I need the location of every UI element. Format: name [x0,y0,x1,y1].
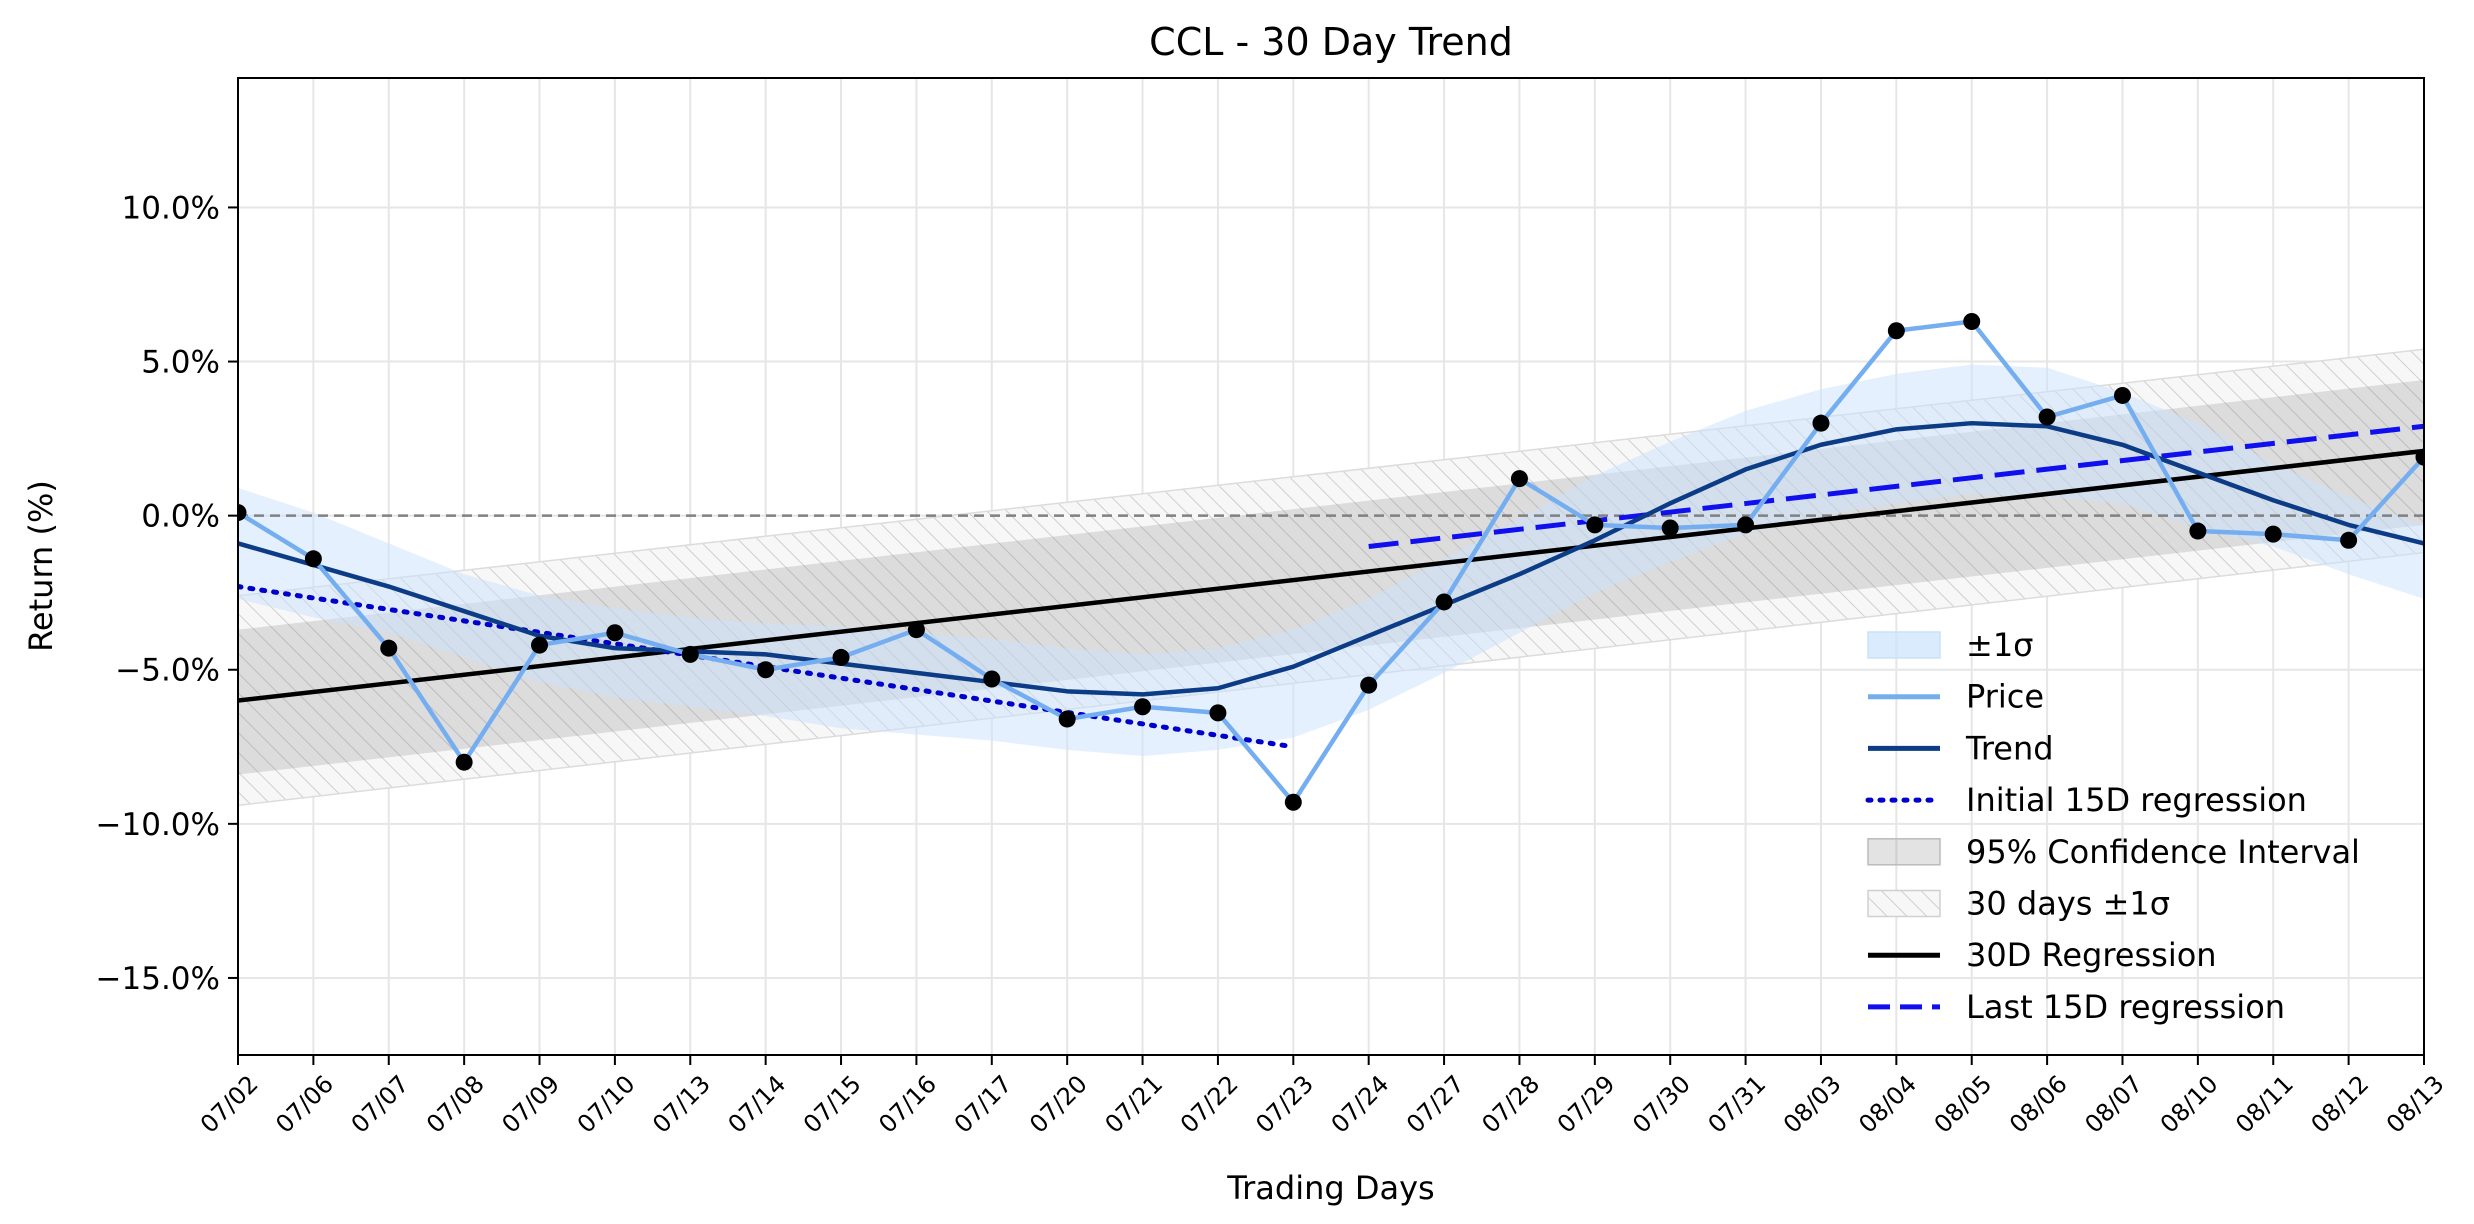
x-tick-label: 07/23 [1250,1070,1319,1139]
x-tick-label: 08/03 [1778,1070,1847,1139]
price-point [455,753,473,771]
x-tick-label: 07/13 [647,1070,716,1139]
x-tick-label: 07/27 [1401,1070,1470,1139]
y-tick-label: 5.0% [141,345,220,381]
x-tick-label: 08/06 [2004,1070,2073,1139]
initial-15d-regression-line [238,584,1296,750]
price-point [1586,516,1604,534]
price-point [2113,386,2131,404]
x-tick-label: 07/07 [346,1070,415,1139]
x-tick-label: 07/21 [1100,1070,1169,1139]
legend-label-regression-30d: 30D Regression [1966,936,2217,974]
price-point [1284,793,1302,811]
price-point [2038,408,2056,426]
price-point [531,636,549,654]
legend-label-initial-15d: Initial 15D regression [1966,781,2307,819]
price-point [2189,522,2207,540]
price-point [2340,531,2358,549]
legend-label-thirty-day: 30 days ±1σ [1966,885,2170,923]
x-tick-label: 07/22 [1175,1070,1244,1139]
price-point [2415,448,2424,466]
y-axis-label: Return (%) [22,480,60,652]
price-point [380,639,398,657]
x-tick-label: 07/16 [873,1070,942,1139]
x-tick-label: 07/20 [1024,1070,1093,1139]
x-tick-label: 07/14 [723,1070,792,1139]
y-axis: −15.0% −10.0% −5.0% 0.0% 5.0% 10.0% [96,190,238,997]
x-tick-label: 07/28 [1476,1070,1545,1139]
price-point [1661,519,1679,537]
x-tick-label: 07/10 [572,1070,641,1139]
legend-label-last-15d: Last 15D regression [1966,988,2285,1026]
x-tick-label: 08/07 [2079,1070,2148,1139]
price-point [757,661,775,679]
x-axis: 07/02 07/06 07/07 07/08 07/09 07/10 07/13 07/14… [195,1055,2450,1139]
price-point [983,670,1001,688]
legend-label-confidence: 95% Confidence Interval [1966,833,2360,871]
price-point [1510,470,1528,488]
price-point [606,624,624,642]
price-point [2264,525,2282,543]
x-tick-label: 07/15 [798,1070,867,1139]
price-point [832,648,850,666]
x-tick-label: 08/11 [2230,1070,2299,1139]
y-tick-label: −5.0% [115,653,220,689]
x-tick-label: 07/29 [1552,1070,1621,1139]
price-point [1058,710,1076,728]
legend-label-sigma: ±1σ [1966,626,2033,664]
x-tick-label: 07/06 [270,1070,339,1139]
trend-line [238,420,2424,697]
lines-layer [238,319,2424,805]
x-tick-label: 07/17 [949,1070,1018,1139]
x-axis-label: Trading Days [1226,1169,1434,1207]
price-point [304,550,322,568]
x-tick-label: 08/13 [2381,1070,2450,1139]
price-point [1812,414,1830,432]
legend-label-trend: Trend [1965,729,2054,767]
price-point [1134,698,1152,716]
legend-swatch-thirty-day [1867,889,1941,918]
regression-30d-line [238,448,2424,703]
x-tick-label: 07/31 [1703,1070,1772,1139]
x-tick-label: 07/09 [496,1070,565,1139]
price-point [681,645,699,663]
x-tick-label: 07/30 [1627,1070,1696,1139]
x-tick-label: 08/04 [1853,1070,1922,1139]
price-point [1737,516,1755,534]
price-point [1887,322,1905,340]
price-point [1360,676,1378,694]
x-tick-label: 07/02 [195,1070,264,1139]
price-line [238,319,2424,805]
price-point [1209,704,1227,722]
y-tick-label: 0.0% [141,499,220,535]
legend: ±1σ Price Trend Initial 15D regression 95% C… [1865,626,2360,1026]
y-tick-label: 10.0% [122,190,220,226]
price-point [1963,312,1981,330]
price-point [1435,593,1453,611]
price-point [907,621,925,639]
legend-swatch-sigma [1867,631,1941,659]
y-tick-label: −10.0% [96,807,220,843]
plot-frame [237,77,2425,1056]
legend-label-price: Price [1966,678,2044,716]
plot-layer [238,312,2424,811]
x-tick-label: 08/05 [1929,1070,1998,1139]
x-tick-label: 08/12 [2306,1070,2375,1139]
x-tick-label: 08/10 [2155,1070,2224,1139]
legend-swatch-confidence [1867,838,1941,866]
last-15d-regression-line [1368,423,2424,549]
x-tick-label: 07/08 [421,1070,490,1139]
y-tick-label: −15.0% [96,961,220,997]
x-tick-label: 07/24 [1326,1070,1395,1139]
price-point [238,504,247,522]
chart-title: CCL - 30 Day Trend [1149,20,1513,64]
points-layer [238,312,2424,811]
